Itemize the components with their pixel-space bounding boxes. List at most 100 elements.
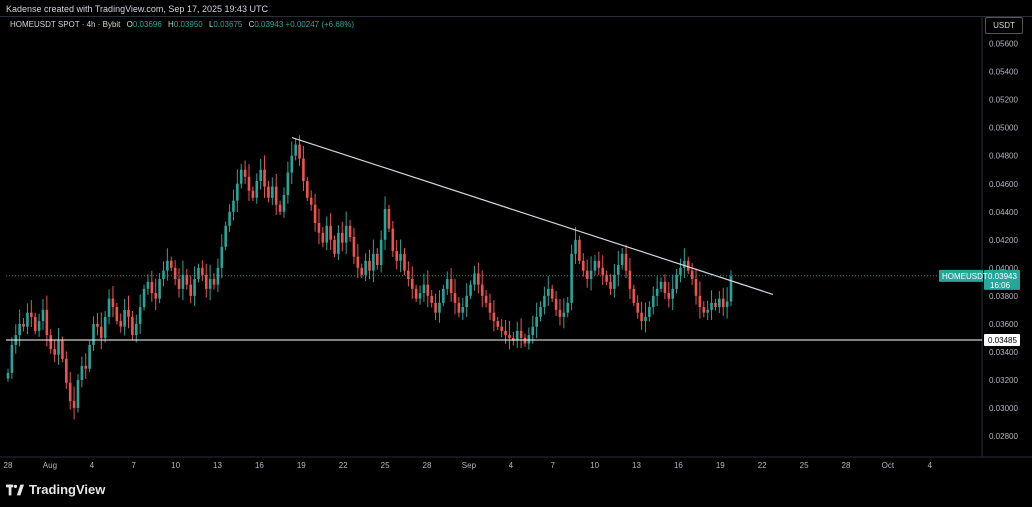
candle-body [706,309,709,313]
candle-body [146,281,150,289]
candle-body [33,316,37,331]
candle-body [360,267,364,275]
candle-body [609,281,612,289]
last-price-text: 0.03943 [988,272,1017,281]
currency-selector[interactable]: USDT [985,17,1023,34]
candle-body [6,372,10,379]
chart-frame [0,16,1032,473]
candle-body [535,316,538,327]
candle-body [368,260,371,271]
open-value: 0.03696 [132,20,162,29]
candle-body [189,284,192,296]
x-tick-label: 7 [131,461,136,470]
x-tick-label: 28 [4,461,13,470]
candle-body [679,267,682,275]
x-tick-label: 13 [213,461,222,470]
y-tick-label: 0.04800 [989,152,1018,161]
candle-body [387,208,391,229]
candle-body [655,288,659,296]
candle-body [729,276,733,302]
candle-body [72,400,76,408]
x-tick-label: 10 [590,461,599,470]
candle-body [197,267,200,280]
x-tick-label: 19 [297,461,306,470]
candle-body [158,279,161,299]
candle-body [527,335,531,344]
candle-body [484,295,488,303]
candle-body [659,281,663,289]
y-tick-label: 0.03600 [989,320,1018,329]
symbol-badge-text: HOMEUSDT [942,272,988,281]
candle-body [539,307,542,317]
candle-body [473,273,476,285]
y-tick-label: 0.04000 [989,264,1018,273]
tradingview-logo[interactable]: TradingView [6,482,105,497]
candle-body [267,186,270,198]
candle-body [721,298,725,308]
candle-body [628,270,632,289]
candle-body [589,270,593,280]
candle-body [547,288,550,296]
symbol-badge [939,269,983,282]
candle-body [434,302,437,313]
candle-body [123,309,126,327]
candle-body [352,237,356,257]
candle-body [76,379,80,408]
candle-body [127,309,130,317]
candle-body [57,340,60,355]
candle-body [208,279,212,289]
candle-body [37,321,41,331]
candle-body [96,323,99,327]
y-tick-label: 0.04600 [989,180,1018,189]
candle-body [204,274,208,289]
candle-body [718,298,721,308]
trendline [291,136,774,296]
candle-body [710,302,713,310]
candle-body [632,288,636,303]
candle-body [442,288,445,303]
candle-body [138,307,142,324]
candle-body [119,321,123,327]
candle-body [185,274,189,285]
candle-body [45,309,49,336]
candle-body [651,295,655,308]
candle-body [236,183,239,201]
candle-body [286,172,290,195]
candle-body [255,180,259,198]
candle-body [449,279,453,294]
candle-body [364,260,367,275]
candle-body [313,204,317,223]
y-tick-label: 0.04400 [989,208,1018,217]
candle-body [263,169,266,187]
x-tick-label: 22 [339,461,348,470]
candle-body [430,295,433,303]
candle-body [453,293,457,303]
candle-body [181,274,185,289]
symbol-label[interactable]: HOMEUSDT SPOT · 4h · Bybit [10,20,121,29]
candle-body [391,228,395,252]
candle-body [480,284,484,296]
candle-body [543,295,546,308]
support-price-text: 0.03485 [988,336,1017,345]
candle-body [84,365,88,369]
candle-body [247,176,251,191]
candle-body [469,284,472,296]
candle-body [150,281,154,294]
candle-body [68,382,72,401]
candle-body [10,344,14,373]
candle-body [298,144,301,159]
x-tick-label: 4 [90,461,95,470]
y-tick-label: 0.03400 [989,348,1018,357]
candle-body [325,225,329,243]
candle-body [644,316,647,322]
candle-body [523,337,527,344]
candle-body [166,260,169,271]
candle-body [403,253,406,271]
candle-body [605,274,608,282]
candle-body [616,265,620,275]
candle-body [115,307,119,322]
candle-body [694,279,698,296]
candle-body [465,295,468,308]
candle-body [422,284,426,294]
